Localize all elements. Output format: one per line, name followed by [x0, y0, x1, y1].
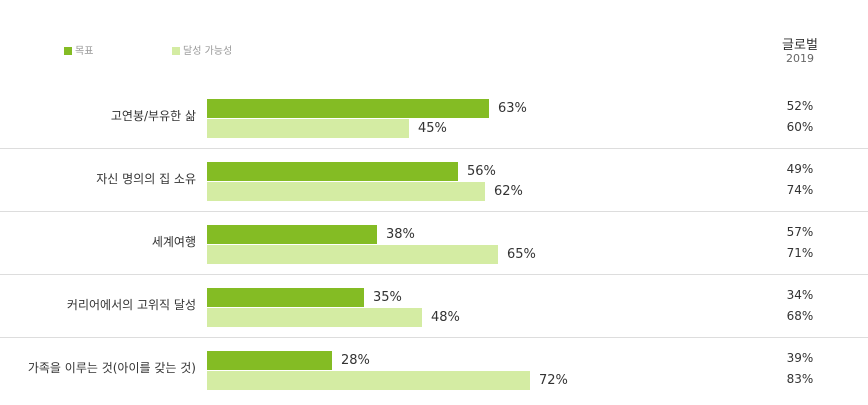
bar-goal: [207, 351, 332, 370]
bar-achievable: [207, 371, 530, 390]
legend-item-achievable: 달성 가능성: [172, 42, 232, 57]
chart-row: 자신 명의의 집 소유 56% 62% 49% 74%: [0, 149, 868, 212]
chart-row: 가족을 이루는 것(아이를 갖는 것) 28% 72% 39% 83%: [0, 338, 868, 401]
global-achievable-value: 60%: [786, 120, 814, 134]
bar-achievable: [207, 182, 485, 201]
legend-swatch-achievable: [172, 47, 180, 55]
bar-goal-value: 63%: [498, 101, 527, 116]
row-divider: [0, 337, 868, 338]
bar-achievable: [207, 308, 422, 327]
legend-swatch-goal: [64, 47, 72, 55]
bar-achievable-value: 65%: [507, 247, 536, 262]
bar-goal: [207, 225, 377, 244]
global-goal-value: 49%: [786, 162, 814, 176]
chart-row: 커리어에서의 고위직 달성 35% 48% 34% 68%: [0, 275, 868, 338]
bar-goal: [207, 162, 458, 181]
category-label: 세계여행: [151, 235, 196, 249]
chart-row: 고연봉/부유한 삶 63% 45% 52% 60%: [0, 86, 868, 149]
chart-row: 세계여행 38% 65% 57% 71%: [0, 212, 868, 275]
category-label: 커리어에서의 고위직 달성: [66, 298, 196, 312]
bar-goal: [207, 99, 489, 118]
global-goal-value: 57%: [786, 225, 814, 239]
global-year: 2019: [786, 52, 814, 65]
row-divider: [0, 211, 868, 212]
legend-label-goal: 목표: [75, 46, 94, 57]
bar-achievable-value: 45%: [418, 121, 447, 136]
category-label: 고연봉/부유한 삶: [110, 109, 196, 123]
legend-label-achievable: 달성 가능성: [183, 46, 233, 57]
bar-goal: [207, 288, 364, 307]
global-achievable-value: 68%: [786, 309, 814, 323]
bar-goal-value: 28%: [341, 353, 370, 368]
global-title: 글로벌: [782, 38, 818, 53]
global-goal-value: 34%: [786, 288, 814, 302]
category-label: 가족을 이루는 것(아이를 갖는 것): [27, 361, 196, 375]
bar-achievable-value: 62%: [494, 184, 523, 199]
bar-goal-value: 56%: [467, 164, 496, 179]
bar-goal-value: 35%: [373, 290, 402, 305]
row-divider: [0, 274, 868, 275]
global-achievable-value: 74%: [786, 183, 814, 197]
bar-goal-value: 38%: [386, 227, 415, 242]
bar-achievable: [207, 119, 409, 138]
global-achievable-value: 83%: [786, 372, 814, 386]
global-goal-value: 52%: [786, 99, 814, 113]
category-label: 자신 명의의 집 소유: [96, 172, 196, 186]
global-achievable-value: 71%: [786, 246, 814, 260]
bar-achievable-value: 48%: [431, 310, 460, 325]
bar-achievable: [207, 245, 498, 264]
global-goal-value: 39%: [786, 351, 814, 365]
legend-item-goal: 목표: [64, 42, 93, 57]
bar-achievable-value: 72%: [539, 373, 568, 388]
row-divider: [0, 148, 868, 149]
